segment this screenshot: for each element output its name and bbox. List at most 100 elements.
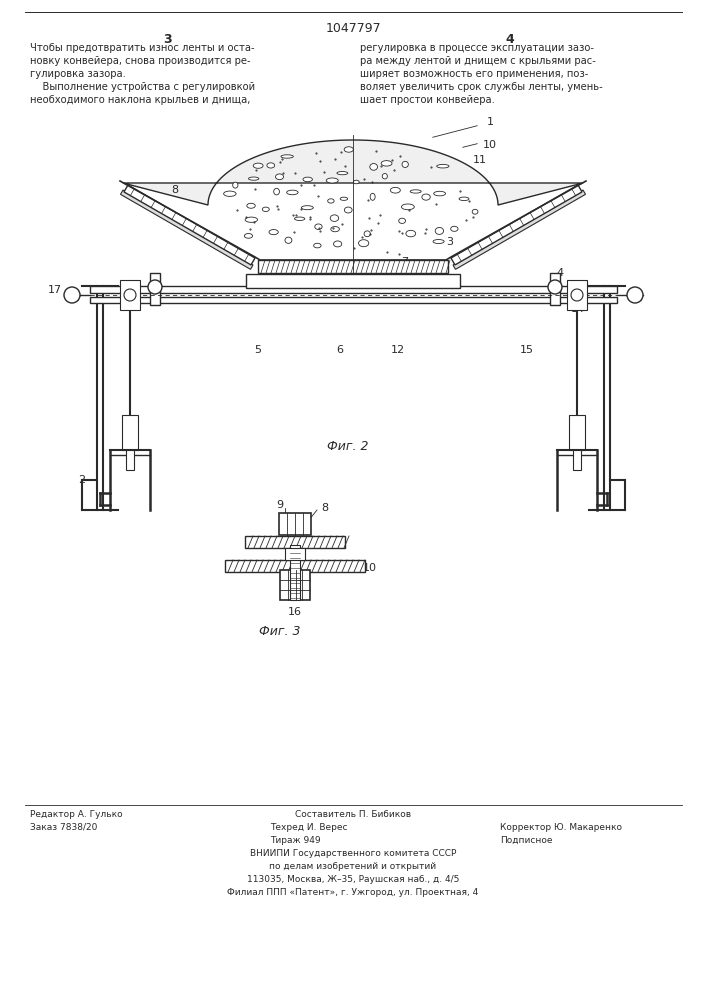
Text: 14: 14	[571, 304, 585, 314]
Text: 11: 11	[473, 155, 487, 165]
Ellipse shape	[334, 241, 341, 247]
Ellipse shape	[364, 231, 370, 237]
Text: Фиг. 3: Фиг. 3	[259, 625, 300, 638]
Text: 6: 6	[337, 345, 344, 355]
Ellipse shape	[344, 207, 352, 213]
Bar	[246, 274, 460, 288]
Ellipse shape	[262, 207, 269, 212]
Ellipse shape	[314, 243, 321, 248]
Ellipse shape	[253, 163, 263, 168]
Circle shape	[148, 280, 162, 294]
Ellipse shape	[285, 237, 292, 243]
Ellipse shape	[354, 180, 359, 184]
Text: Редактор А. Гулько: Редактор А. Гулько	[30, 810, 122, 819]
Ellipse shape	[436, 227, 443, 234]
Ellipse shape	[402, 161, 409, 167]
Ellipse shape	[286, 190, 298, 195]
Ellipse shape	[337, 172, 348, 175]
Ellipse shape	[301, 206, 313, 210]
Bar	[280, 570, 310, 600]
Polygon shape	[120, 190, 253, 269]
Ellipse shape	[247, 203, 255, 208]
Text: 1047797: 1047797	[325, 22, 381, 35]
Ellipse shape	[330, 215, 339, 221]
Text: новку конвейера, снова производится ре-: новку конвейера, снова производится ре-	[30, 56, 250, 66]
Ellipse shape	[245, 217, 257, 222]
Text: 10: 10	[483, 140, 497, 150]
Ellipse shape	[381, 161, 392, 166]
Text: 1: 1	[486, 117, 493, 127]
Text: 3: 3	[164, 33, 173, 46]
Text: Составитель П. Бибиков: Составитель П. Бибиков	[295, 810, 411, 819]
Ellipse shape	[472, 209, 478, 214]
Text: гулировка зазора.: гулировка зазора.	[30, 69, 126, 79]
Bar	[258, 260, 448, 273]
Ellipse shape	[315, 224, 322, 229]
Ellipse shape	[410, 190, 421, 193]
Polygon shape	[124, 185, 255, 265]
Circle shape	[64, 287, 80, 303]
Text: Тираж 949: Тираж 949	[270, 836, 321, 845]
Ellipse shape	[276, 174, 284, 180]
Text: 8: 8	[171, 185, 179, 195]
Ellipse shape	[433, 191, 445, 196]
Bar	[567, 280, 587, 310]
Text: 8: 8	[322, 503, 329, 513]
Ellipse shape	[402, 204, 414, 210]
Ellipse shape	[358, 240, 369, 247]
Ellipse shape	[344, 147, 354, 152]
Text: 2: 2	[78, 475, 86, 485]
Text: Техред И. Верес: Техред И. Верес	[270, 823, 348, 832]
Bar	[285, 548, 305, 560]
Circle shape	[627, 287, 643, 303]
Text: Корректор Ю. Макаренко: Корректор Ю. Макаренко	[500, 823, 622, 832]
Ellipse shape	[274, 188, 279, 195]
Text: необходимого наклона крыльев и днища,: необходимого наклона крыльев и днища,	[30, 95, 250, 105]
Ellipse shape	[223, 191, 236, 196]
Ellipse shape	[281, 155, 293, 158]
Bar	[245, 536, 345, 548]
Ellipse shape	[295, 217, 305, 220]
Text: 16: 16	[288, 607, 302, 617]
Text: 10: 10	[363, 563, 377, 573]
Text: ширяет возможность его применения, поз-: ширяет возможность его применения, поз-	[360, 69, 588, 79]
Polygon shape	[123, 140, 583, 205]
Text: 9: 9	[276, 500, 284, 510]
Text: 3: 3	[447, 237, 453, 247]
Ellipse shape	[269, 230, 279, 235]
Ellipse shape	[267, 163, 274, 168]
Text: 12: 12	[391, 345, 405, 355]
Text: 13: 13	[571, 282, 585, 292]
Bar	[90, 297, 617, 303]
Bar	[279, 513, 311, 535]
Polygon shape	[451, 185, 582, 265]
Text: 17: 17	[48, 285, 62, 295]
Ellipse shape	[326, 178, 338, 183]
Bar	[126, 450, 134, 470]
Text: 7: 7	[402, 257, 409, 267]
Ellipse shape	[370, 164, 378, 170]
Ellipse shape	[382, 174, 387, 179]
Text: ра между лентой и днищем с крыльями рас-: ра между лентой и днищем с крыльями рас-	[360, 56, 596, 66]
Ellipse shape	[370, 193, 375, 200]
Bar	[120, 280, 140, 310]
Bar	[550, 273, 560, 305]
Text: Чтобы предотвратить износ ленты и оста-: Чтобы предотвратить износ ленты и оста-	[30, 43, 255, 53]
Bar	[573, 450, 581, 470]
Bar	[225, 560, 365, 572]
Ellipse shape	[399, 218, 406, 223]
Text: ВНИИПИ Государственного комитета СССР: ВНИИПИ Государственного комитета СССР	[250, 849, 456, 858]
Ellipse shape	[331, 227, 339, 232]
Text: регулировка в процессе эксплуатации зазо-: регулировка в процессе эксплуатации зазо…	[360, 43, 594, 53]
Text: шает простои конвейера.: шает простои конвейера.	[360, 95, 495, 105]
Ellipse shape	[459, 197, 469, 201]
Text: 4: 4	[506, 33, 515, 46]
Bar	[150, 273, 160, 305]
Bar	[290, 545, 300, 600]
Ellipse shape	[450, 226, 458, 231]
Ellipse shape	[422, 194, 431, 200]
Polygon shape	[453, 190, 585, 269]
Text: 4: 4	[556, 268, 563, 278]
Ellipse shape	[327, 199, 334, 203]
Circle shape	[571, 289, 583, 301]
